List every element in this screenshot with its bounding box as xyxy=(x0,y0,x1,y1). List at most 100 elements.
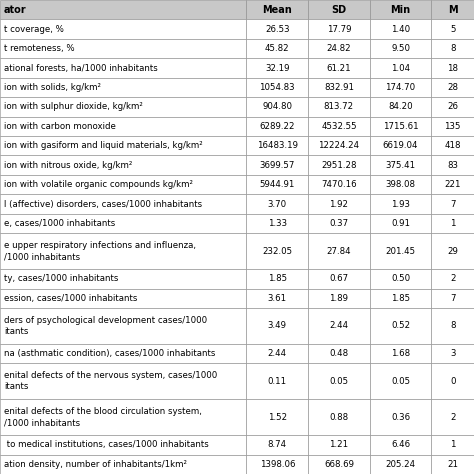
Text: M: M xyxy=(448,5,457,15)
Text: 6619.04: 6619.04 xyxy=(383,141,418,150)
Text: 12224.24: 12224.24 xyxy=(319,141,359,150)
Bar xyxy=(431,308,474,344)
Text: 1: 1 xyxy=(450,219,456,228)
Bar xyxy=(370,435,431,455)
Bar xyxy=(246,58,308,78)
Bar xyxy=(246,117,308,136)
Bar xyxy=(308,455,370,474)
Bar xyxy=(431,214,474,233)
Bar xyxy=(370,399,431,435)
Bar xyxy=(308,289,370,308)
Bar xyxy=(246,175,308,194)
Bar xyxy=(308,214,370,233)
Text: 0.88: 0.88 xyxy=(329,413,348,422)
Text: 26: 26 xyxy=(447,102,458,111)
Text: ational forests, ha/1000 inhabitants: ational forests, ha/1000 inhabitants xyxy=(4,64,157,73)
Bar xyxy=(246,435,308,455)
Text: 3.49: 3.49 xyxy=(268,321,287,330)
Text: 1.33: 1.33 xyxy=(268,219,287,228)
Bar xyxy=(370,0,431,19)
Text: ion with sulphur dioxide, kg/km²: ion with sulphur dioxide, kg/km² xyxy=(4,102,143,111)
Text: 6289.22: 6289.22 xyxy=(260,122,295,131)
Bar xyxy=(0,435,246,455)
Bar xyxy=(246,214,308,233)
Text: 1054.83: 1054.83 xyxy=(259,83,295,92)
Text: 16483.19: 16483.19 xyxy=(257,141,298,150)
Text: t coverage, %: t coverage, % xyxy=(4,25,64,34)
Bar xyxy=(0,136,246,155)
Text: 3699.57: 3699.57 xyxy=(260,161,295,170)
Bar xyxy=(308,117,370,136)
Bar xyxy=(370,39,431,58)
Bar xyxy=(370,175,431,194)
Text: 29: 29 xyxy=(447,246,458,255)
Text: 3.70: 3.70 xyxy=(268,200,287,209)
Text: 17.79: 17.79 xyxy=(327,25,351,34)
Bar xyxy=(370,19,431,39)
Text: 26.53: 26.53 xyxy=(265,25,290,34)
Text: 0.37: 0.37 xyxy=(329,219,348,228)
Bar xyxy=(246,136,308,155)
Bar xyxy=(308,0,370,19)
Text: ion with volatile organic compounds kg/km²: ion with volatile organic compounds kg/k… xyxy=(4,180,193,189)
Bar xyxy=(246,344,308,364)
Bar xyxy=(246,155,308,175)
Bar xyxy=(370,455,431,474)
Text: 4532.55: 4532.55 xyxy=(321,122,357,131)
Bar xyxy=(370,269,431,289)
Bar xyxy=(370,214,431,233)
Text: 83: 83 xyxy=(447,161,458,170)
Bar xyxy=(0,97,246,117)
Bar xyxy=(308,175,370,194)
Text: 418: 418 xyxy=(445,141,461,150)
Bar xyxy=(0,39,246,58)
Text: 135: 135 xyxy=(445,122,461,131)
Text: 7: 7 xyxy=(450,200,456,209)
Bar xyxy=(0,269,246,289)
Bar xyxy=(431,97,474,117)
Text: ders of psychological development cases/1000
itants: ders of psychological development cases/… xyxy=(4,316,207,336)
Text: 1.21: 1.21 xyxy=(329,440,348,449)
Bar xyxy=(0,364,246,399)
Text: 7470.16: 7470.16 xyxy=(321,180,357,189)
Bar xyxy=(308,435,370,455)
Bar xyxy=(431,399,474,435)
Bar xyxy=(370,289,431,308)
Text: 0.05: 0.05 xyxy=(391,377,410,386)
Bar xyxy=(0,455,246,474)
Text: 1398.06: 1398.06 xyxy=(260,460,295,469)
Bar xyxy=(370,194,431,214)
Bar xyxy=(0,289,246,308)
Text: 1.52: 1.52 xyxy=(268,413,287,422)
Text: 0.52: 0.52 xyxy=(391,321,410,330)
Text: 7: 7 xyxy=(450,294,456,303)
Bar xyxy=(246,78,308,97)
Bar xyxy=(308,233,370,269)
Bar xyxy=(0,175,246,194)
Text: 174.70: 174.70 xyxy=(385,83,416,92)
Text: 28: 28 xyxy=(447,83,458,92)
Text: na (asthmatic condition), cases/1000 inhabitants: na (asthmatic condition), cases/1000 inh… xyxy=(4,349,215,358)
Text: 2.44: 2.44 xyxy=(268,349,287,358)
Bar xyxy=(0,344,246,364)
Bar xyxy=(431,136,474,155)
Bar xyxy=(308,308,370,344)
Bar xyxy=(246,364,308,399)
Bar xyxy=(431,289,474,308)
Text: e, cases/1000 inhabitants: e, cases/1000 inhabitants xyxy=(4,219,115,228)
Text: 2: 2 xyxy=(450,274,456,283)
Text: 24.82: 24.82 xyxy=(327,44,351,53)
Bar xyxy=(246,194,308,214)
Text: 813.72: 813.72 xyxy=(324,102,354,111)
Text: 1.92: 1.92 xyxy=(329,200,348,209)
Text: 832.91: 832.91 xyxy=(324,83,354,92)
Bar xyxy=(0,78,246,97)
Text: 668.69: 668.69 xyxy=(324,460,354,469)
Text: 2: 2 xyxy=(450,413,456,422)
Text: e upper respiratory infections and influenza,
/1000 inhabitants: e upper respiratory infections and influ… xyxy=(4,241,196,261)
Bar xyxy=(370,233,431,269)
Bar xyxy=(308,344,370,364)
Text: 84.20: 84.20 xyxy=(388,102,413,111)
Bar xyxy=(308,364,370,399)
Bar xyxy=(370,97,431,117)
